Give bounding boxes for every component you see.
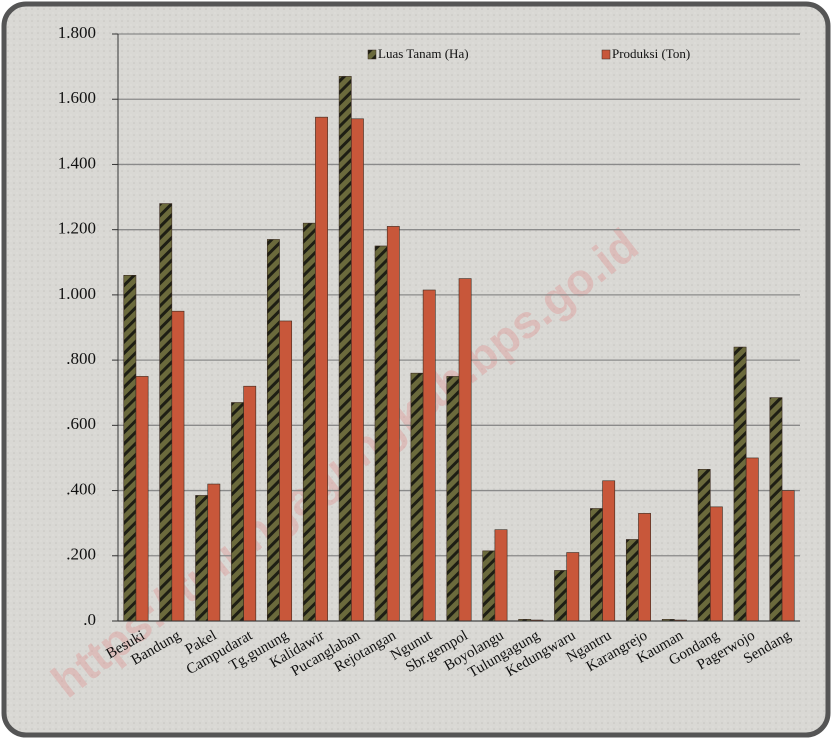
bar bbox=[422, 289, 436, 622]
bar bbox=[302, 222, 316, 622]
bar bbox=[697, 469, 711, 622]
legend-swatch bbox=[367, 49, 377, 60]
bar bbox=[709, 506, 723, 622]
bar bbox=[781, 490, 795, 622]
bar bbox=[171, 310, 185, 622]
bar bbox=[458, 278, 472, 622]
legend-swatch bbox=[601, 49, 611, 60]
y-tick-label: .600 bbox=[66, 414, 96, 433]
bar bbox=[374, 245, 388, 622]
bar bbox=[590, 508, 603, 622]
legend-label: Luas Tanam (Ha) bbox=[378, 46, 469, 61]
legend-label: Produksi (Ton) bbox=[612, 46, 690, 61]
bar bbox=[123, 275, 137, 622]
y-tick-label: .800 bbox=[66, 349, 96, 368]
y-tick-label: 1.800 bbox=[58, 23, 96, 42]
y-tick-label: .200 bbox=[66, 545, 96, 564]
y-tick-label: .0 bbox=[83, 610, 96, 629]
bar bbox=[338, 76, 352, 622]
bar bbox=[638, 513, 651, 622]
bar bbox=[410, 372, 424, 622]
bar bbox=[351, 118, 364, 622]
bar bbox=[207, 483, 221, 622]
bar bbox=[315, 116, 328, 622]
y-tick-label: .400 bbox=[66, 479, 96, 498]
bar bbox=[554, 570, 567, 622]
bar bbox=[733, 346, 747, 622]
bar bbox=[494, 529, 508, 622]
y-tick-label: 1.200 bbox=[58, 219, 96, 238]
bar bbox=[195, 495, 209, 622]
bar bbox=[159, 203, 173, 622]
bar bbox=[243, 385, 257, 622]
y-tick-label: 1.600 bbox=[58, 88, 96, 107]
bar bbox=[386, 226, 400, 622]
bar bbox=[602, 480, 616, 622]
bar bbox=[625, 539, 639, 622]
bar bbox=[745, 457, 759, 622]
bar bbox=[769, 397, 783, 622]
bar bbox=[231, 402, 244, 622]
bar bbox=[566, 552, 580, 622]
y-tick-label: 1.000 bbox=[58, 284, 96, 303]
bar bbox=[267, 239, 280, 622]
bar bbox=[482, 550, 496, 622]
bar bbox=[446, 376, 460, 622]
y-tick-label: 1.400 bbox=[58, 153, 96, 172]
bar bbox=[279, 320, 293, 622]
bar bbox=[135, 376, 149, 622]
